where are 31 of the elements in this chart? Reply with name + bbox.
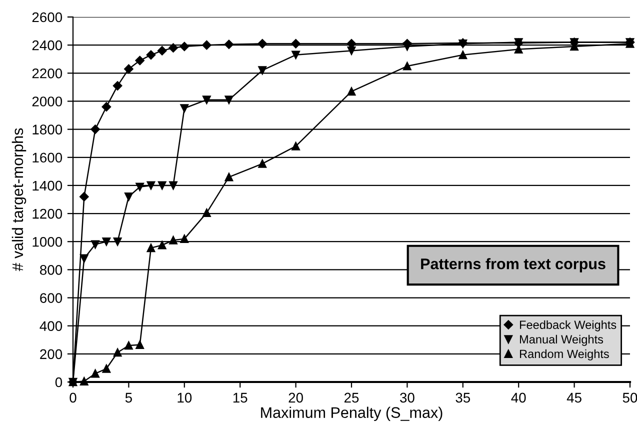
x-tick-label: 40 [511, 392, 526, 403]
y-axis-title: # valid target-morphs [12, 128, 26, 272]
legend-label: Feedback Weights [520, 320, 616, 332]
y-tick-label: 1600 [32, 152, 62, 163]
x-tick-label: 5 [125, 392, 132, 403]
y-tick-label: 1400 [32, 180, 62, 191]
x-tick-label: 45 [566, 392, 582, 403]
y-tick-label: 1800 [32, 124, 62, 134]
y-tick-label: 2600 [32, 12, 62, 22]
y-tick-label: 400 [40, 321, 62, 332]
x-tick-label: 10 [178, 392, 192, 403]
y-tick-label: 1200 [32, 208, 62, 219]
y-tick-label: 2200 [32, 68, 62, 78]
y-tick-label: 1000 [32, 236, 62, 247]
y-tick-label: 0 [55, 377, 62, 388]
x-tick-label: 20 [288, 392, 303, 403]
x-tick-label: 0 [70, 392, 76, 403]
y-tick-label: 2400 [32, 40, 62, 50]
x-tick-label: 15 [233, 392, 248, 403]
y-tick-label: 200 [40, 349, 62, 360]
y-tick-label: 800 [40, 265, 62, 275]
legend-label: Random Weights [520, 349, 609, 360]
x-tick-label: 25 [344, 392, 359, 403]
y-tick-label: 2000 [32, 96, 62, 106]
y-tick-label: 600 [40, 293, 62, 303]
x-tick-label: 35 [456, 392, 470, 403]
x-axis-title: Maximum Penalty (S_max) [261, 406, 442, 421]
x-tick-label: 50 [622, 392, 637, 403]
annotation: Patterns from text corpus [421, 258, 606, 272]
legend-label: Manual Weights [520, 334, 604, 346]
x-tick-label: 30 [400, 392, 414, 403]
